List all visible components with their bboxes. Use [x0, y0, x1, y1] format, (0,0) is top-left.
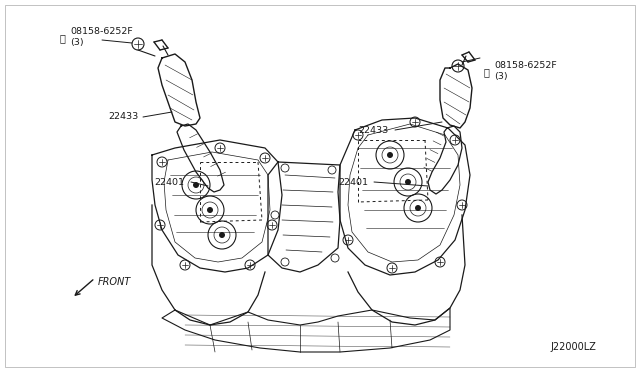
- Text: 22401: 22401: [154, 177, 184, 186]
- Text: 22433: 22433: [108, 112, 138, 121]
- Circle shape: [405, 179, 411, 185]
- Circle shape: [207, 207, 213, 213]
- Text: FRONT: FRONT: [98, 277, 131, 287]
- Circle shape: [219, 232, 225, 238]
- Text: 08158-6252F
(3): 08158-6252F (3): [494, 61, 557, 81]
- Text: 08158-6252F
(3): 08158-6252F (3): [70, 27, 132, 47]
- Circle shape: [193, 182, 199, 188]
- Text: J22000LZ: J22000LZ: [550, 342, 596, 352]
- Circle shape: [415, 205, 421, 211]
- Circle shape: [387, 152, 393, 158]
- Text: 22401: 22401: [338, 177, 368, 186]
- Text: Ⓡ: Ⓡ: [59, 33, 65, 43]
- Text: 22433: 22433: [358, 125, 388, 135]
- Text: Ⓡ: Ⓡ: [483, 67, 489, 77]
